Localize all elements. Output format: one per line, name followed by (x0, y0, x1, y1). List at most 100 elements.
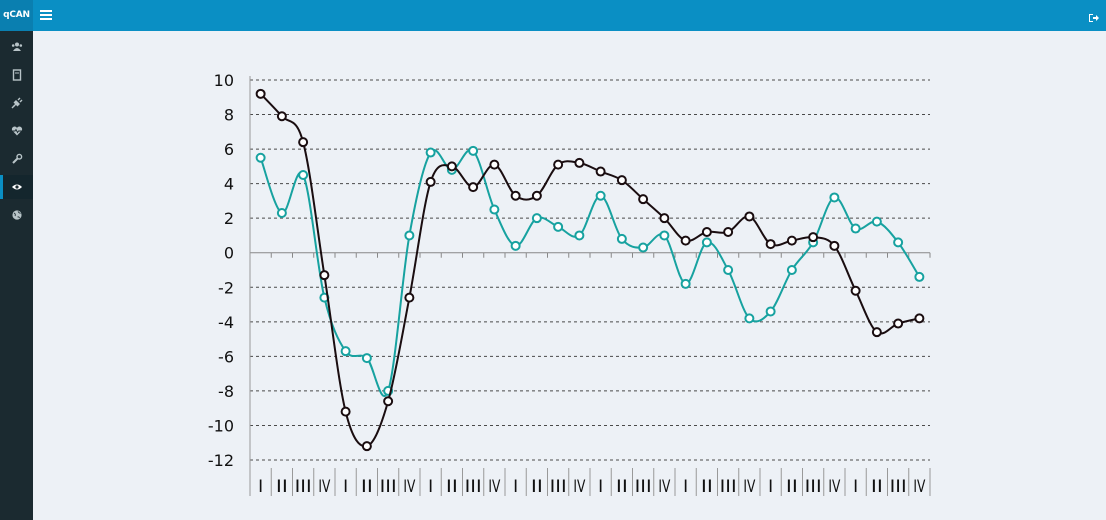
data-point (659, 230, 670, 241)
data-point (574, 230, 585, 241)
data-point (701, 237, 712, 248)
x-tick-label: IV (573, 477, 585, 497)
x-tick-label: III (805, 477, 822, 497)
x-tick-label: I (258, 477, 263, 497)
x-tick-label: IV (913, 477, 925, 497)
data-point (340, 346, 351, 357)
data-point (531, 213, 542, 224)
x-tick-label: I (343, 477, 348, 497)
wrench-icon (12, 153, 23, 164)
sidebar-item-globe[interactable] (0, 203, 33, 227)
x-tick-label: II (531, 477, 543, 497)
x-tick-label: I (683, 477, 688, 497)
data-point (765, 306, 776, 317)
y-tick-label: -2 (218, 278, 234, 297)
globe-icon (12, 210, 22, 220)
data-point (255, 152, 266, 163)
x-tick-label: I (768, 477, 773, 497)
book-icon (12, 69, 22, 81)
data-point (468, 182, 479, 193)
heartbeat-icon (11, 126, 23, 136)
x-tick-label: II (276, 477, 288, 497)
data-point (425, 176, 436, 187)
x-tick-label: IV (743, 477, 755, 497)
y-tick-label: -10 (208, 416, 234, 435)
x-tick-label: IV (828, 477, 840, 497)
data-point (914, 271, 925, 282)
hamburger-icon[interactable] (40, 10, 52, 21)
sidebar-item-wrench[interactable] (0, 147, 33, 171)
sidebar (0, 31, 33, 520)
data-point (510, 240, 521, 251)
data-point (765, 239, 776, 250)
data-point (553, 159, 564, 170)
data-point (744, 211, 755, 222)
data-point (723, 265, 734, 275)
x-tick-label: III (295, 477, 312, 497)
x-tick-label: II (616, 477, 628, 497)
x-tick-label: III (380, 477, 397, 497)
y-tick-label: -8 (218, 382, 234, 401)
x-tick-label: III (465, 477, 482, 497)
y-tick-label: 10 (214, 71, 234, 90)
x-tick-label: III (720, 477, 737, 497)
x-tick-label: II (361, 477, 373, 497)
sidebar-item-plug[interactable] (0, 91, 33, 115)
y-tick-label: 8 (224, 106, 234, 125)
data-point (489, 204, 500, 215)
data-point (744, 313, 755, 324)
x-tick-label: II (446, 477, 458, 497)
x-tick-label: I (853, 477, 858, 497)
data-point (404, 230, 415, 241)
x-tick-label: I (598, 477, 603, 497)
data-point (616, 175, 627, 186)
x-tick-label: I (428, 477, 433, 497)
data-point (914, 313, 925, 324)
data-point (361, 353, 372, 364)
x-tick-label: IV (488, 477, 500, 497)
data-point (340, 406, 351, 417)
data-point (893, 318, 904, 329)
data-point (298, 137, 309, 148)
sidebar-item-users[interactable] (0, 35, 33, 59)
data-point (425, 147, 436, 158)
data-point (786, 235, 797, 246)
data-point (468, 145, 479, 156)
sidebar-item-heartbeat[interactable] (0, 119, 33, 143)
x-tick-label: III (550, 477, 567, 497)
x-tick-label: II (701, 477, 713, 497)
data-point (404, 292, 415, 303)
series-line (259, 148, 921, 397)
data-point (786, 265, 797, 275)
data-point (446, 161, 457, 172)
y-tick-label: -12 (208, 451, 234, 470)
x-tick-label: IV (658, 477, 670, 497)
x-tick-label: II (871, 477, 883, 497)
data-point (276, 208, 287, 218)
app-brand[interactable]: qCAN (0, 0, 33, 31)
data-point (829, 240, 840, 251)
series-line (259, 93, 920, 448)
data-point (659, 213, 670, 224)
plug-icon (11, 97, 23, 109)
data-point (531, 190, 542, 201)
data-point (638, 194, 649, 205)
data-point (276, 111, 287, 122)
logout-icon[interactable] (1088, 9, 1100, 22)
sidebar-item-eye[interactable] (0, 175, 33, 199)
data-point (574, 157, 585, 168)
y-tick-label: 2 (224, 209, 234, 228)
x-tick-label: III (890, 477, 907, 497)
data-point (680, 278, 691, 289)
y-tick-label: -4 (218, 313, 234, 332)
x-tick-label: IV (318, 477, 330, 497)
y-tick-label: 0 (224, 244, 234, 263)
data-point (361, 441, 372, 452)
data-point (298, 170, 309, 180)
data-point (383, 396, 394, 407)
data-point (701, 227, 712, 237)
x-tick-label: IV (403, 477, 415, 497)
sidebar-item-book[interactable] (0, 63, 33, 87)
data-point (893, 237, 904, 248)
